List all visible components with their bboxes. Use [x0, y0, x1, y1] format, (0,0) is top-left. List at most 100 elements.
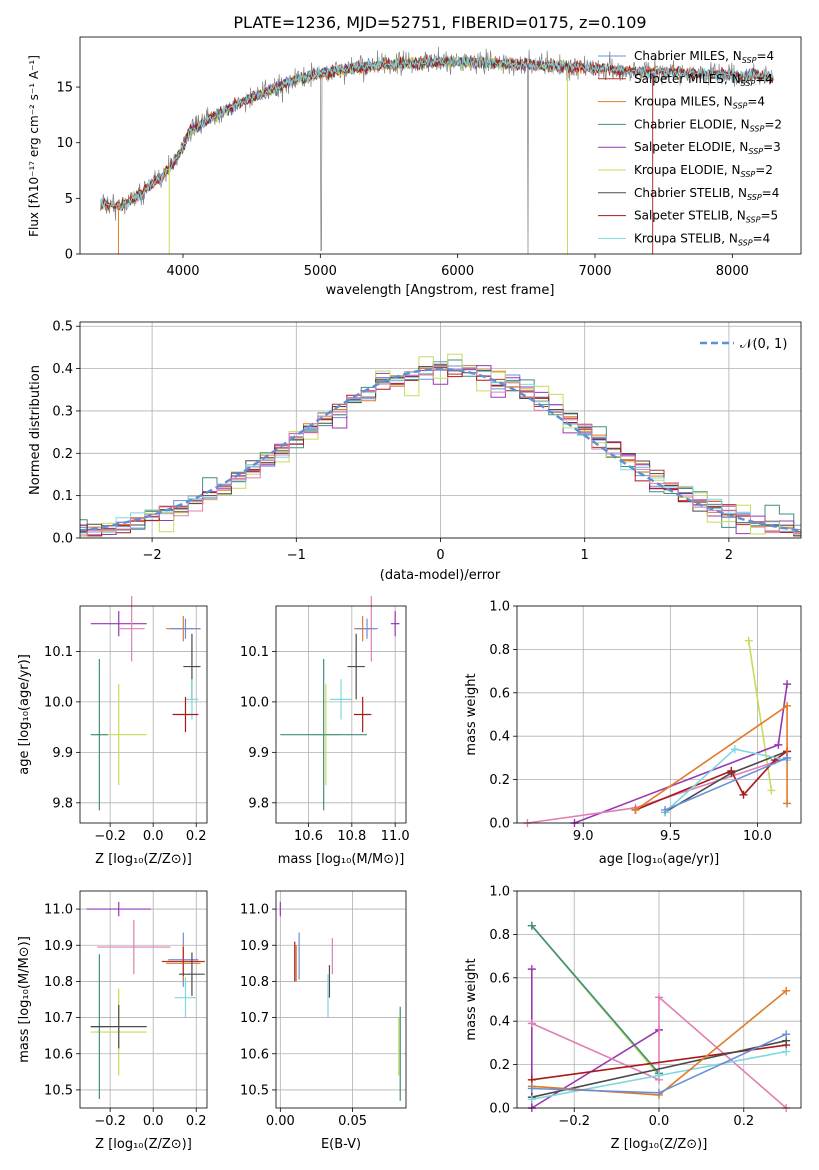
panel-xlabel: Z [log₁₀(Z/Z⊙)]	[95, 1137, 192, 1152]
gaussian-legend-label: 𝒩(0, 1)	[740, 337, 787, 352]
legend-label-count: =2	[755, 163, 773, 177]
legend-label-count: =2	[764, 117, 782, 131]
legend-label-main: Salpeter STELIB, N	[634, 209, 746, 223]
y-tick-label: 9.9	[248, 746, 269, 761]
weight-marker-chabrier_miles	[527, 1084, 536, 1093]
weight-marker-kroupa_miles	[783, 799, 792, 808]
panel-ylabel: mass [log₁₀(M/M⊙)]	[17, 936, 32, 1063]
weight-marker-pink	[527, 1019, 536, 1028]
weight-marker-chabrier_miles	[655, 1088, 663, 1097]
legend-label: Salpeter STELIB, NSSP=5	[634, 209, 778, 225]
x-tick-label: 9.5	[660, 829, 681, 844]
y-tick-label: 10.9	[240, 939, 269, 954]
legend-label-count: =4	[755, 72, 773, 86]
weight-marker-chabrier_miles	[782, 1030, 791, 1039]
y-tick-label: 1.0	[489, 885, 510, 900]
x-tick-label: 5000	[304, 264, 337, 279]
x-tick-label: −0.2	[94, 1114, 126, 1129]
y-tick-label: 0	[65, 248, 73, 263]
panel-ylabel: mass weight	[464, 673, 479, 755]
x-tick-label: 10.6	[294, 829, 323, 844]
panel-xlabel: E(B-V)	[321, 1137, 361, 1152]
legend-label-subscript: SSP	[733, 102, 748, 111]
weight-marker-kroupa_elodie	[767, 786, 776, 795]
legend-label-subscript: SSP	[738, 238, 753, 247]
legend-label-count: =4	[753, 231, 771, 245]
x-tick-label: −2	[143, 548, 162, 563]
legend-label-main: Kroupa ELODIE, N	[634, 163, 741, 177]
weight-marker-kroupa_stelib	[730, 745, 739, 754]
weight-marker-kroupa_stelib	[655, 1071, 663, 1080]
weight-marker-salpeter_elodie	[527, 965, 536, 974]
weight-marker-kroupa_stelib	[782, 1047, 791, 1056]
y-tick-label: 11.0	[240, 903, 269, 918]
histogram-ylabel: Normed distribution	[28, 365, 43, 495]
legend-label-count: =4	[762, 186, 780, 200]
y-tick-label: 9.9	[52, 746, 73, 761]
legend-label-subscript: SSP	[748, 147, 763, 156]
x-tick-label: 7000	[578, 264, 611, 279]
weight-marker-salpeter_stelib	[727, 766, 736, 775]
y-tick-label: 0.8	[489, 928, 510, 943]
legend-label: Chabrier STELIB, NSSP=4	[634, 186, 779, 202]
legend-label: Kroupa ELODIE, NSSP=2	[634, 163, 773, 179]
x-tick-label: 0.0	[649, 1114, 670, 1129]
legend-label: Kroupa STELIB, NSSP=4	[634, 231, 770, 247]
histogram-step-chabrier_stelib	[80, 366, 801, 533]
x-tick-label: 10.0	[743, 829, 772, 844]
weight-marker-kroupa_miles	[631, 805, 640, 814]
z-age-panel: −0.2 0.0 0.2 9.8 9.9 10.0 10.1 Z [log₁₀(Z/Z⊙)] a…	[17, 595, 208, 867]
legend-label-subscript: SSP	[747, 193, 762, 202]
x-tick-label: 0.0	[143, 829, 164, 844]
y-tick-label: 0.2	[489, 773, 510, 788]
y-tick-label: 10.0	[44, 695, 73, 710]
weight-marker-salpeter_stelib	[739, 790, 748, 799]
y-tick-label: 10.5	[240, 1083, 269, 1098]
weight-line-kroupa_miles	[635, 704, 788, 811]
panel-xlabel: age [log₁₀(age/yr)]	[599, 852, 720, 867]
legend-label: Kroupa MILES, NSSP=4	[634, 95, 765, 111]
weight-marker-pink	[655, 993, 663, 1002]
weight-line-chabrier_miles	[664, 757, 788, 811]
age-weight-panel: 9.0 9.5 10.0 0.0 0.2 0.4 0.6 0.8 1.0 age [log₁₀(a…	[464, 600, 802, 867]
spectrum-xlabel: wavelength [Angstrom, rest frame]	[326, 283, 555, 298]
legend-label-count: =4	[747, 95, 765, 109]
gaussian-curve	[79, 367, 802, 532]
x-tick-label: 0.0	[143, 1114, 164, 1129]
weight-marker-salpeter_elodie	[783, 680, 792, 689]
spectrum-panel: 4000 5000 6000 7000 8000 0 5 10 15 Chabrier MILE…	[27, 36, 802, 298]
spectrum-ylabel: Flux [fλ10⁻¹⁷ erg cm⁻² s⁻¹ A⁻¹]	[27, 55, 41, 237]
panel-frame	[516, 605, 802, 824]
x-tick-label: 9.0	[573, 829, 594, 844]
panel-frame	[516, 890, 802, 1109]
legend-label-count: =3	[763, 140, 781, 154]
x-tick-label: −1	[287, 548, 306, 563]
legend-label-main: Chabrier ELODIE, N	[634, 117, 750, 131]
y-tick-label: 10.0	[240, 695, 269, 710]
y-tick-label: 0.2	[52, 447, 73, 462]
residual-histogram-panel: −2 −1 0 1 2 0.0 0.1 0.2 0.3 0.4 0.5 𝒩(0, 1) (data-…	[28, 320, 802, 583]
legend-label-count: =4	[756, 49, 774, 63]
ebv-mass-panel: 0.00 0.05 10.5 10.6 10.7 10.8 10.9 11.0 E(B-V)	[240, 890, 407, 1152]
legend-label-main: Kroupa MILES, N	[634, 95, 733, 109]
x-tick-label: 11.0	[381, 829, 410, 844]
legend-label: Salpeter MILES, NSSP=4	[634, 72, 773, 88]
y-tick-label: 0.6	[489, 971, 510, 986]
weight-marker-chabrier_miles	[661, 805, 670, 814]
legend-label-subscript: SSP	[741, 79, 756, 88]
y-tick-label: 0.0	[489, 1102, 510, 1117]
legend-label-main: Kroupa STELIB, N	[634, 231, 738, 245]
x-tick-label: 0.2	[733, 1114, 754, 1129]
y-tick-label: 0.2	[489, 1058, 510, 1073]
y-tick-label: 5	[65, 192, 73, 207]
y-tick-label: 15	[56, 81, 73, 96]
mass-age-panel: 10.6 10.8 11.0 9.8 9.9 10.0 10.1 mass [log₁₀(M/…	[240, 595, 410, 867]
y-tick-label: 9.8	[52, 796, 73, 811]
model-spectrum-line-kroupa_stelib	[100, 55, 774, 212]
panel-frame	[275, 605, 407, 824]
y-tick-label: 0.1	[52, 489, 73, 504]
x-tick-label: 4000	[166, 264, 199, 279]
y-tick-label: 10.1	[44, 645, 73, 660]
